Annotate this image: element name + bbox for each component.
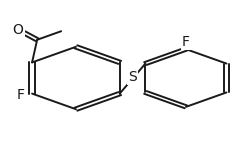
Text: S: S	[128, 70, 136, 84]
Text: F: F	[17, 88, 25, 102]
Text: F: F	[181, 35, 189, 49]
Text: O: O	[13, 23, 23, 37]
